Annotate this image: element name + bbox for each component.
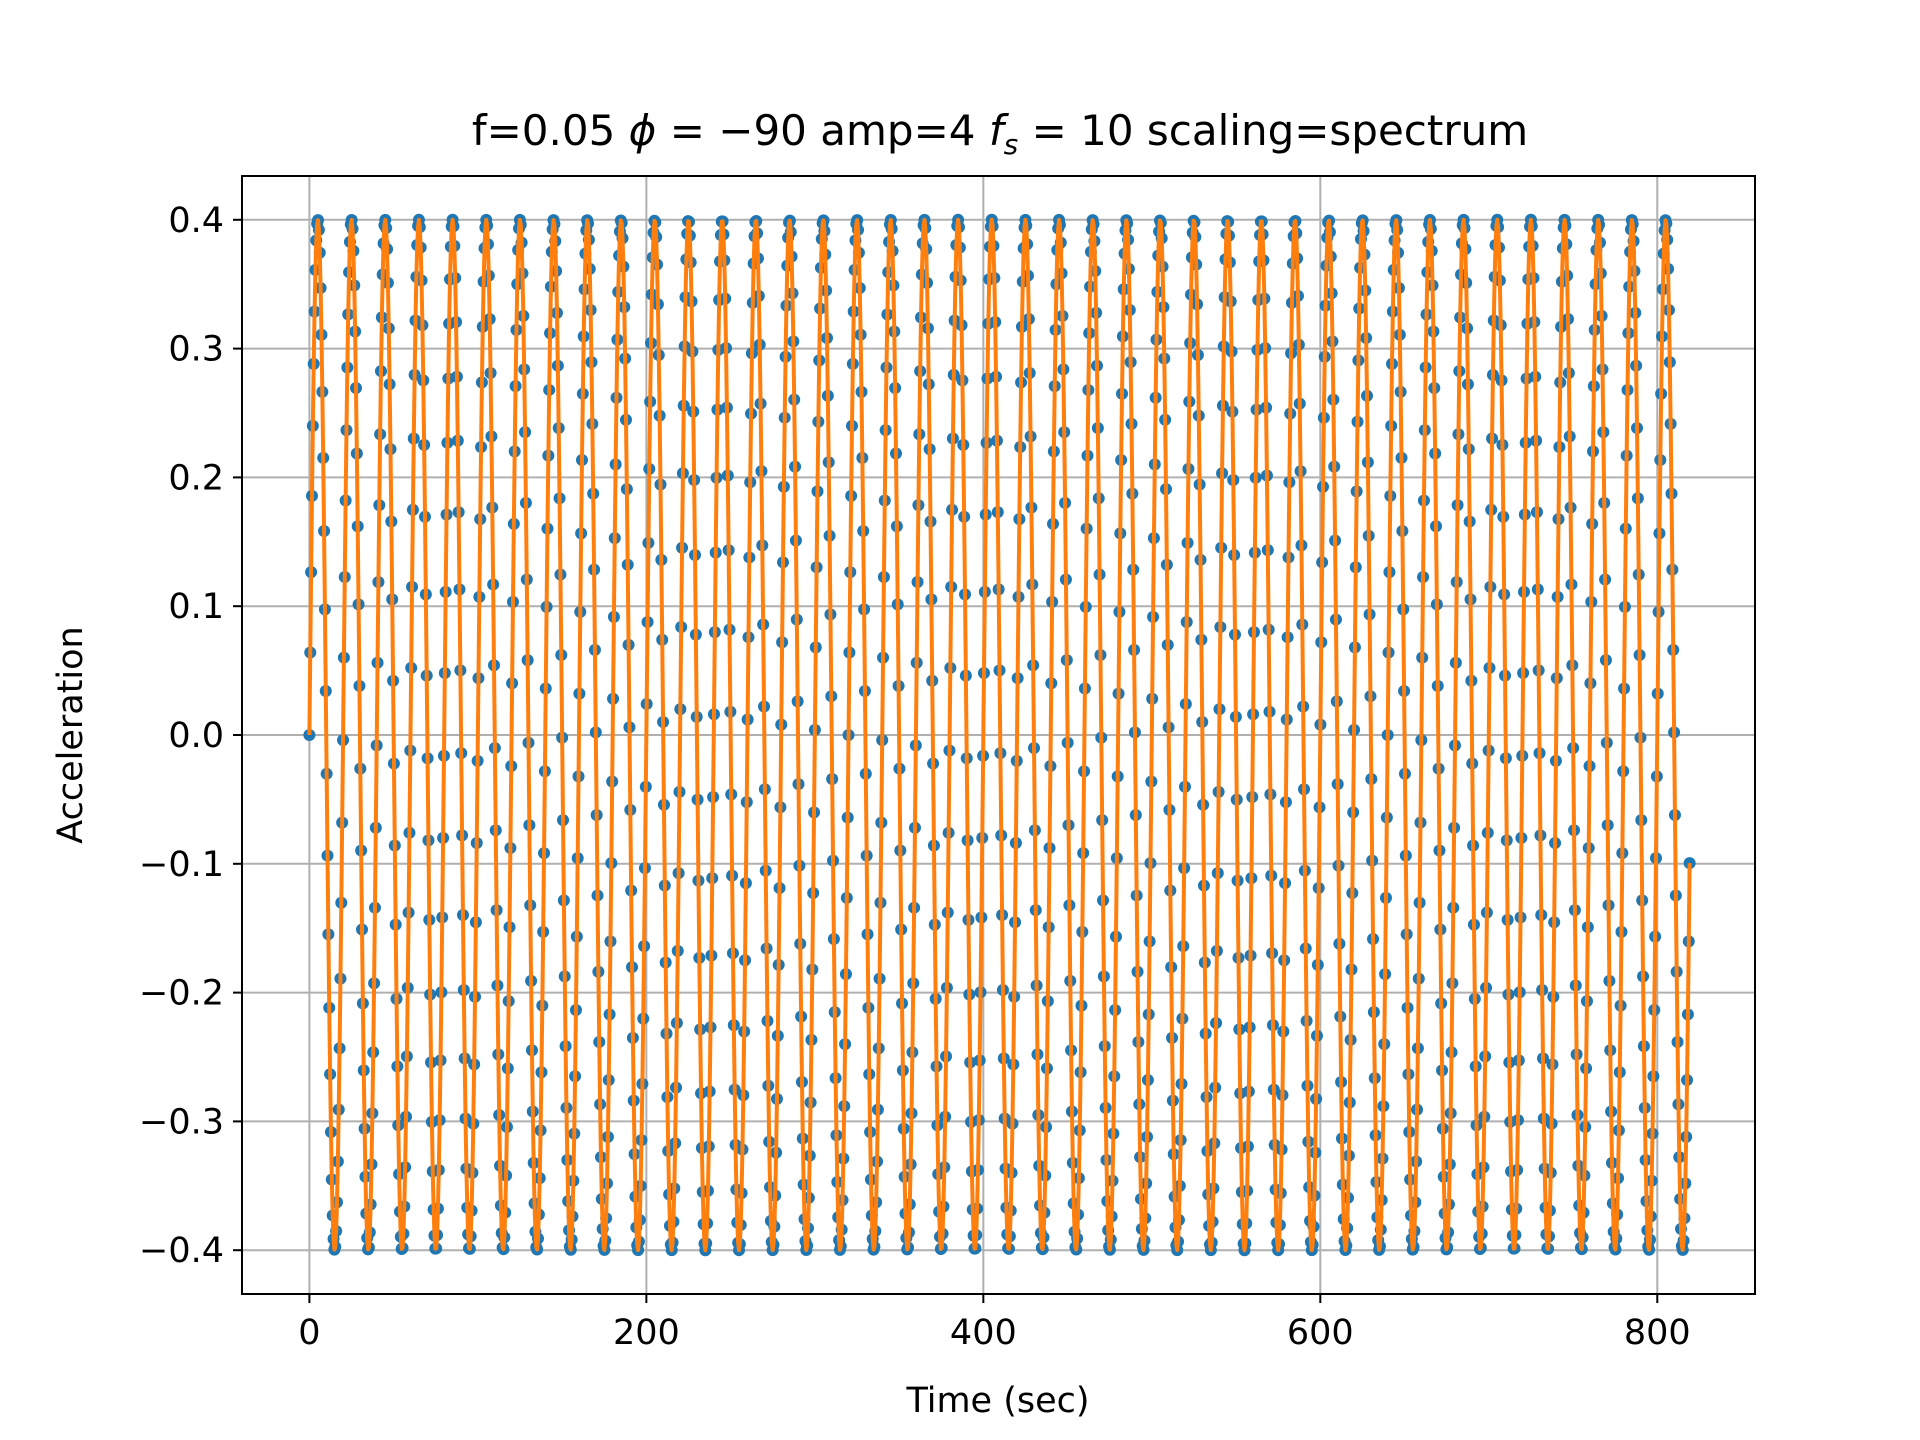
x-tick-label: 600 <box>1287 1313 1354 1353</box>
plot-data <box>303 213 1696 1257</box>
y-tick-label: −0.2 <box>139 974 224 1014</box>
y-tick-label: 0.4 <box>168 201 224 241</box>
signal-line <box>307 217 1692 1253</box>
y-tick-label: 0.3 <box>168 330 224 370</box>
y-tick-label: −0.4 <box>139 1231 224 1271</box>
x-tick-label: 800 <box>1624 1313 1691 1353</box>
chart-title: f=0.05 ϕ = −90 amp=4 fs = 10 scaling=spe… <box>472 106 1528 161</box>
y-tick-label: 0.2 <box>168 458 224 498</box>
y-tick-label: 0.0 <box>168 716 224 756</box>
y-tick-label: −0.1 <box>139 845 224 885</box>
y-axis-label: Acceleration <box>51 626 91 844</box>
x-axis-label: Time (sec) <box>905 1381 1089 1421</box>
x-tick-label: 0 <box>298 1313 320 1353</box>
axis-ticks: 0 200 400 600 800 0.4 0.3 0.2 0.1 0.0 −0.1 −0.2 −0.3… <box>139 201 1691 1353</box>
y-tick-label: 0.1 <box>168 587 224 627</box>
y-tick-label: −0.3 <box>139 1102 224 1142</box>
x-tick-label: 200 <box>613 1313 680 1353</box>
x-tick-label: 400 <box>950 1313 1017 1353</box>
